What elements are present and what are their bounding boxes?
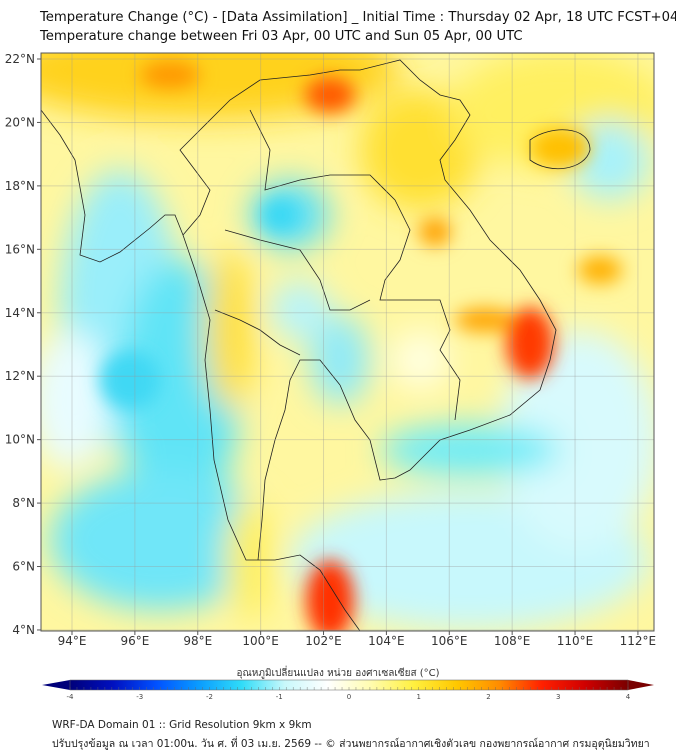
lon-tick-label: 112°E	[620, 634, 657, 648]
map-frame	[40, 52, 655, 632]
lat-tick-label: 22°N	[5, 52, 35, 66]
lon-tick-label: 98°E	[183, 634, 212, 648]
lat-tick-label: 18°N	[5, 179, 35, 193]
colorbar-tick-label: 1	[417, 693, 421, 700]
graticule	[41, 53, 654, 631]
colorbar-tick-label: -4	[67, 693, 75, 700]
lat-tick-label: 16°N	[5, 242, 35, 256]
coastlines-borders	[41, 59, 591, 631]
colorbar-tick-label: 0	[347, 693, 351, 700]
temperature-field	[41, 53, 654, 631]
lat-tick-label: 20°N	[5, 115, 35, 129]
colorbar-tick-label: -1	[276, 693, 283, 700]
colorbar-min-arrow	[42, 680, 70, 690]
lon-tick-label: 106°E	[431, 634, 468, 648]
colorbar-tick-label: 2	[486, 693, 490, 700]
colorbar-tick-label: -3	[136, 693, 143, 700]
colorbar-tick-label: 3	[556, 693, 560, 700]
temperature-change-map: 94°E 96°E 98°E 100°E 102°E 104°E 106°E 108°E 110…	[5, 52, 656, 700]
colorbar-tick-label: -2	[206, 693, 213, 700]
lon-tick-label: 96°E	[120, 634, 149, 648]
lon-tick-label: 104°E	[368, 634, 405, 648]
lon-tick-label: 110°E	[557, 634, 594, 648]
model-info: WRF-DA Domain 01 :: Grid Resolution 9km …	[52, 719, 312, 731]
lat-tick-label: 10°N	[5, 433, 35, 447]
lat-tick-label: 8°N	[12, 496, 35, 510]
axis-ticks: 94°E 96°E 98°E 100°E 102°E 104°E 106°E 108°E 110…	[5, 52, 656, 648]
lat-tick-label: 12°N	[5, 369, 35, 383]
lat-tick-label: 4°N	[12, 623, 35, 637]
update-credit: ปรับปรุงข้อมูล ณ เวลา 01:00น. วัน ศ. ที่…	[52, 738, 650, 750]
chart-subtitle: Temperature change between Fri 03 Apr, 0…	[40, 29, 523, 44]
lon-tick-label: 108°E	[494, 634, 531, 648]
colorbar-tick-label: 4	[626, 693, 631, 700]
lon-tick-label: 102°E	[305, 634, 342, 648]
colorbar-max-arrow	[628, 680, 654, 690]
lon-tick-label: 100°E	[242, 634, 279, 648]
lon-tick-label: 94°E	[58, 634, 87, 648]
lat-tick-label: 14°N	[5, 306, 35, 320]
lat-tick-label: 6°N	[12, 560, 35, 574]
colorbar-label: อุณหภูมิเปลี่ยนแปลง หน่วย องศาเซลเซียส (…	[236, 668, 440, 679]
chart-title: Temperature Change (°C) - [Data Assimila…	[40, 10, 676, 25]
colorbar: -4 -3 -2 -1 0 1 2 3 4	[42, 679, 654, 700]
